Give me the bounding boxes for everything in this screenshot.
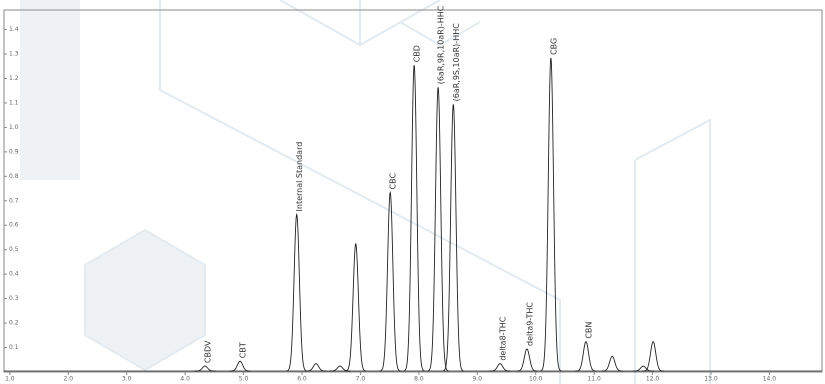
peak-label: CBDV bbox=[203, 340, 212, 363]
y-tick-label: 1.4 bbox=[9, 26, 19, 33]
watermark bbox=[20, 0, 711, 384]
x-tick-label: 4.0 bbox=[180, 376, 190, 383]
y-tick-label: 0.6 bbox=[9, 222, 19, 229]
peak bbox=[229, 360, 251, 372]
peak-label: (6aR,9S,10aR)-HHC bbox=[452, 23, 461, 102]
x-tick-label: 7.0 bbox=[356, 376, 366, 383]
x-tick-label: 13.0 bbox=[704, 376, 718, 383]
y-tick-label: 1.0 bbox=[9, 124, 19, 131]
peak bbox=[379, 190, 401, 372]
peak bbox=[403, 65, 425, 372]
x-tick-label: 8.0 bbox=[414, 376, 424, 383]
peak bbox=[305, 363, 327, 372]
x-tick-label: 14.0 bbox=[763, 376, 777, 383]
peak-label: CBT bbox=[239, 342, 248, 358]
peak-label: CBC bbox=[389, 173, 398, 190]
y-tick-label: 1.2 bbox=[9, 75, 19, 82]
peak-label: delta8-THC bbox=[499, 316, 508, 360]
peak bbox=[489, 363, 511, 372]
y-tick-label: 0.9 bbox=[9, 148, 19, 155]
peak-label: CBD bbox=[413, 45, 422, 62]
peak bbox=[575, 341, 597, 372]
x-tick-label: 1.0 bbox=[5, 376, 15, 383]
x-tick-label: 11.0 bbox=[587, 376, 601, 383]
peak bbox=[427, 87, 449, 372]
peak bbox=[642, 341, 664, 372]
x-tick-label: 12.0 bbox=[646, 376, 660, 383]
y-tick-label: 0.4 bbox=[9, 271, 19, 278]
peak-label: Internal Standard bbox=[295, 142, 304, 212]
peak bbox=[516, 348, 538, 372]
x-tick-label: 3.0 bbox=[122, 376, 132, 383]
plot-frame bbox=[3, 9, 823, 373]
peak-label: delta9-THC bbox=[525, 302, 534, 346]
y-tick-label: 0.8 bbox=[9, 173, 19, 180]
peak bbox=[632, 365, 654, 372]
y-tick-label: 1.3 bbox=[9, 51, 19, 58]
y-tick-label: 0.2 bbox=[9, 320, 19, 327]
peak-label: (6aR,9R,10aR)-HHC bbox=[437, 5, 446, 84]
x-tick-label: 10.0 bbox=[529, 376, 543, 383]
peak-label: CBN bbox=[584, 322, 593, 339]
y-tick-label: 0.1 bbox=[9, 344, 19, 351]
y-tick-label: 1.1 bbox=[9, 99, 19, 106]
peak bbox=[540, 57, 562, 372]
x-tick-label: 6.0 bbox=[297, 376, 307, 383]
x-tick-label: 2.0 bbox=[63, 376, 73, 383]
peak bbox=[442, 104, 464, 372]
peak bbox=[286, 213, 308, 372]
y-tick-label: 0.3 bbox=[9, 295, 19, 302]
peak-label: CBG bbox=[549, 38, 558, 55]
peak bbox=[601, 355, 623, 372]
y-tick-label: 0.7 bbox=[9, 197, 19, 204]
peak bbox=[194, 365, 216, 372]
peak bbox=[345, 242, 367, 372]
x-tick-label: 9.0 bbox=[472, 376, 482, 383]
x-tick-label: 5.0 bbox=[239, 376, 249, 383]
y-tick-label: 0.5 bbox=[9, 246, 19, 253]
